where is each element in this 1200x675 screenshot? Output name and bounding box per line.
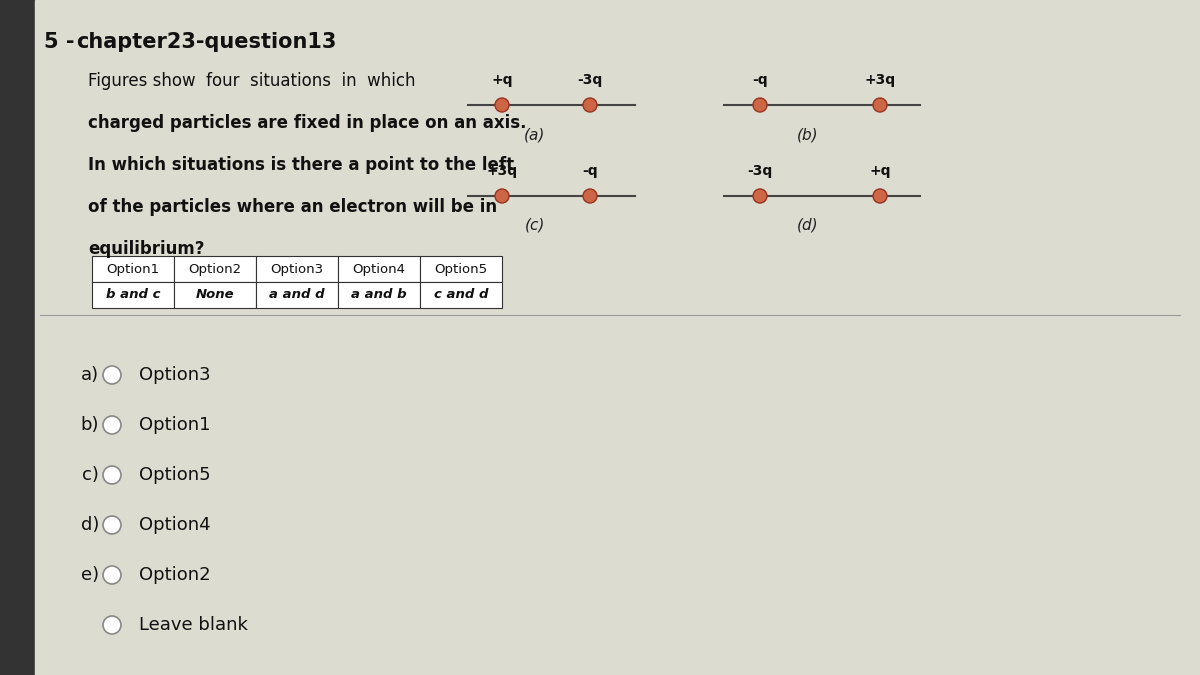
- Circle shape: [874, 98, 887, 112]
- Bar: [92, 282, 174, 308]
- Text: Option2: Option2: [188, 263, 241, 275]
- Text: (b): (b): [797, 128, 818, 143]
- Bar: [256, 256, 338, 282]
- Bar: [338, 282, 420, 308]
- Text: a and d: a and d: [269, 288, 325, 302]
- Text: Leave blank: Leave blank: [139, 616, 248, 634]
- Text: +3q: +3q: [486, 164, 517, 178]
- Text: 5 -: 5 -: [44, 32, 74, 52]
- Circle shape: [103, 416, 121, 434]
- Text: b): b): [80, 416, 98, 434]
- Text: a and b: a and b: [352, 288, 407, 302]
- Text: +q: +q: [491, 73, 512, 87]
- Circle shape: [754, 189, 767, 203]
- Text: +q: +q: [869, 164, 890, 178]
- Text: of the particles where an electron will be in: of the particles where an electron will …: [88, 198, 497, 216]
- Bar: [420, 256, 502, 282]
- Bar: [256, 282, 338, 308]
- Bar: [338, 256, 420, 282]
- Text: (c): (c): [524, 218, 545, 233]
- Text: -3q: -3q: [748, 164, 773, 178]
- Circle shape: [103, 466, 121, 484]
- Text: Option5: Option5: [434, 263, 487, 275]
- Circle shape: [583, 189, 598, 203]
- Bar: [174, 256, 256, 282]
- Text: -q: -q: [752, 73, 768, 87]
- Text: equilibrium?: equilibrium?: [88, 240, 204, 258]
- Text: b and c: b and c: [106, 288, 161, 302]
- Circle shape: [496, 98, 509, 112]
- Text: Option1: Option1: [139, 416, 210, 434]
- Text: (d): (d): [797, 218, 818, 233]
- Circle shape: [874, 189, 887, 203]
- Text: Option4: Option4: [353, 263, 406, 275]
- Bar: [420, 282, 502, 308]
- Bar: [174, 282, 256, 308]
- Circle shape: [103, 516, 121, 534]
- Text: chapter23-question13: chapter23-question13: [76, 32, 336, 52]
- Text: Option2: Option2: [139, 566, 211, 584]
- Bar: [92, 256, 174, 282]
- Text: e): e): [80, 566, 98, 584]
- Text: c and d: c and d: [433, 288, 488, 302]
- Bar: [0, 0, 35, 675]
- Text: +3q: +3q: [864, 73, 895, 87]
- Text: In which situations is there a point to the left: In which situations is there a point to …: [88, 156, 514, 174]
- Text: None: None: [196, 288, 234, 302]
- Circle shape: [754, 98, 767, 112]
- Text: d): d): [80, 516, 98, 534]
- Text: (a): (a): [524, 128, 546, 143]
- Text: Option4: Option4: [139, 516, 211, 534]
- Text: a): a): [80, 366, 98, 384]
- Text: Option3: Option3: [270, 263, 324, 275]
- Text: charged particles are fixed in place on an axis.: charged particles are fixed in place on …: [88, 114, 527, 132]
- Circle shape: [583, 98, 598, 112]
- Circle shape: [103, 366, 121, 384]
- Text: Option1: Option1: [107, 263, 160, 275]
- Text: -3q: -3q: [577, 73, 602, 87]
- Text: -q: -q: [582, 164, 598, 178]
- Text: Option5: Option5: [139, 466, 211, 484]
- Text: Figures show  four  situations  in  which: Figures show four situations in which: [88, 72, 415, 90]
- Text: Option3: Option3: [139, 366, 211, 384]
- Text: c): c): [82, 466, 98, 484]
- Circle shape: [103, 616, 121, 634]
- Circle shape: [496, 189, 509, 203]
- Circle shape: [103, 566, 121, 584]
